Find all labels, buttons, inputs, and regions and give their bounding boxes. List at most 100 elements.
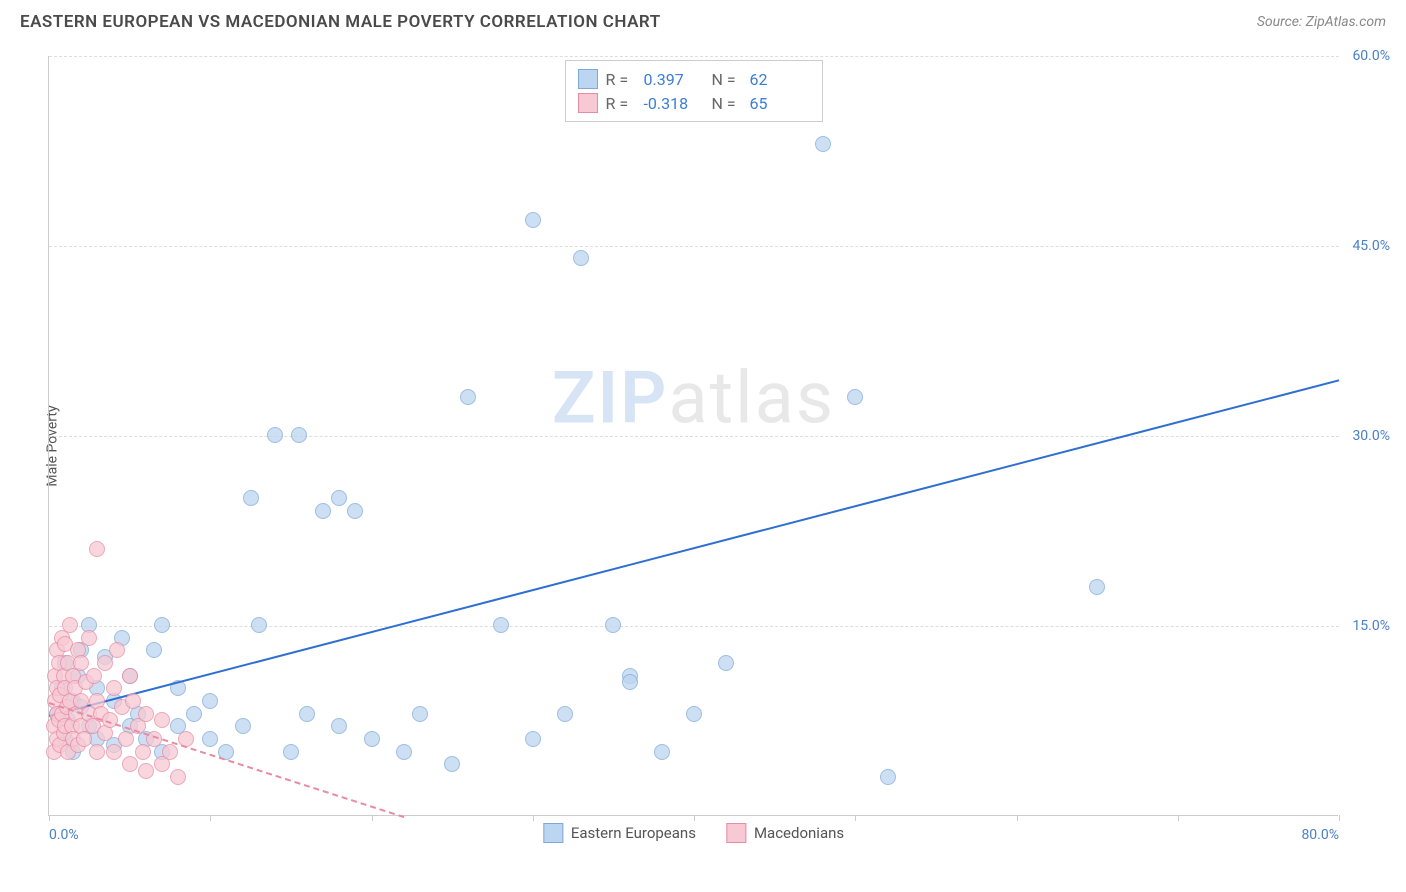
scatter-point bbox=[202, 731, 218, 747]
scatter-point bbox=[847, 389, 863, 405]
scatter-point bbox=[331, 718, 347, 734]
x-tick bbox=[855, 815, 856, 821]
scatter-point bbox=[202, 693, 218, 709]
scatter-point bbox=[267, 427, 283, 443]
scatter-point bbox=[97, 655, 113, 671]
n-label: N = bbox=[712, 70, 742, 89]
scatter-point bbox=[364, 731, 380, 747]
legend-label: Macedonians bbox=[754, 824, 844, 842]
scatter-point bbox=[1089, 579, 1105, 595]
scatter-point bbox=[243, 490, 259, 506]
gridline bbox=[49, 626, 1339, 627]
y-tick-label: 30.0% bbox=[1352, 428, 1390, 444]
scatter-point bbox=[493, 617, 509, 633]
x-tick bbox=[210, 815, 211, 821]
gridline bbox=[49, 436, 1339, 437]
scatter-point bbox=[622, 674, 638, 690]
scatter-point bbox=[81, 630, 97, 646]
scatter-point bbox=[109, 642, 125, 658]
x-tick bbox=[694, 815, 695, 821]
scatter-point bbox=[525, 212, 541, 228]
scatter-point bbox=[162, 744, 178, 760]
r-value: 0.397 bbox=[644, 70, 704, 89]
chart-container: Male Poverty ZIPatlas R =0.397N =62R =-0… bbox=[48, 56, 1388, 836]
n-value: 65 bbox=[750, 94, 810, 113]
watermark-part1: ZIP bbox=[552, 355, 668, 440]
trend-line bbox=[49, 379, 1340, 717]
scatter-point bbox=[347, 503, 363, 519]
scatter-point bbox=[291, 427, 307, 443]
r-value: -0.318 bbox=[644, 94, 704, 113]
scatter-point bbox=[86, 668, 102, 684]
scatter-point bbox=[62, 617, 78, 633]
scatter-point bbox=[106, 680, 122, 696]
scatter-point bbox=[444, 756, 460, 772]
scatter-point bbox=[315, 503, 331, 519]
x-tick-label: 80.0% bbox=[1301, 827, 1339, 843]
x-tick bbox=[1017, 815, 1018, 821]
stats-row: R = 0.397 N = 62 bbox=[578, 67, 810, 91]
scatter-point bbox=[125, 693, 141, 709]
gridline bbox=[49, 246, 1339, 247]
scatter-point bbox=[118, 731, 134, 747]
y-tick-label: 15.0% bbox=[1352, 618, 1390, 634]
y-tick-label: 45.0% bbox=[1352, 238, 1390, 254]
chart-header: EASTERN EUROPEAN VS MACEDONIAN MALE POVE… bbox=[0, 0, 1406, 40]
source-name: ZipAtlas.com bbox=[1306, 14, 1386, 30]
x-tick bbox=[533, 815, 534, 821]
legend-swatch bbox=[543, 823, 563, 843]
scatter-point bbox=[73, 655, 89, 671]
scatter-point bbox=[170, 769, 186, 785]
scatter-point bbox=[186, 706, 202, 722]
watermark: ZIPatlas bbox=[552, 355, 835, 440]
watermark-part2: atlas bbox=[668, 355, 835, 440]
scatter-point bbox=[573, 250, 589, 266]
scatter-point bbox=[718, 655, 734, 671]
scatter-point bbox=[138, 763, 154, 779]
scatter-point bbox=[122, 668, 138, 684]
scatter-point bbox=[525, 731, 541, 747]
scatter-point bbox=[135, 744, 151, 760]
scatter-point bbox=[605, 617, 621, 633]
gridline bbox=[49, 56, 1339, 57]
scatter-point bbox=[283, 744, 299, 760]
source-attribution: Source: ZipAtlas.com bbox=[1257, 14, 1386, 30]
scatter-point bbox=[396, 744, 412, 760]
r-label: R = bbox=[606, 94, 636, 113]
y-tick-label: 60.0% bbox=[1352, 48, 1390, 64]
scatter-point bbox=[654, 744, 670, 760]
x-tick bbox=[1339, 815, 1340, 821]
scatter-point bbox=[89, 541, 105, 557]
scatter-point bbox=[106, 744, 122, 760]
scatter-point bbox=[138, 706, 154, 722]
legend-swatch bbox=[578, 69, 598, 89]
r-label: R = bbox=[606, 70, 636, 89]
scatter-point bbox=[154, 617, 170, 633]
x-tick bbox=[372, 815, 373, 821]
correlation-stats-box: R =0.397N =62R =-0.318N =65 bbox=[565, 60, 823, 122]
scatter-point bbox=[460, 389, 476, 405]
scatter-point bbox=[299, 706, 315, 722]
plot-area: ZIPatlas R =0.397N =62R =-0.318N =65 Eas… bbox=[48, 56, 1338, 816]
legend-swatch bbox=[726, 823, 746, 843]
x-tick bbox=[1178, 815, 1179, 821]
scatter-point bbox=[154, 712, 170, 728]
scatter-point bbox=[251, 617, 267, 633]
series-legend: Eastern Europeans Macedonians bbox=[543, 823, 844, 843]
x-tick bbox=[49, 815, 50, 821]
scatter-point bbox=[89, 744, 105, 760]
scatter-point bbox=[235, 718, 251, 734]
scatter-point bbox=[880, 769, 896, 785]
legend-label: Eastern Europeans bbox=[571, 824, 696, 842]
scatter-point bbox=[331, 490, 347, 506]
scatter-point bbox=[557, 706, 573, 722]
n-value: 62 bbox=[750, 70, 810, 89]
trend-line bbox=[49, 702, 404, 818]
legend-item: Eastern Europeans bbox=[543, 823, 696, 843]
stats-row: R =-0.318N =65 bbox=[578, 91, 810, 115]
chart-title: EASTERN EUROPEAN VS MACEDONIAN MALE POVE… bbox=[20, 12, 661, 32]
scatter-point bbox=[412, 706, 428, 722]
source-prefix: Source: bbox=[1257, 14, 1306, 30]
legend-item: Macedonians bbox=[726, 823, 844, 843]
scatter-point bbox=[122, 756, 138, 772]
